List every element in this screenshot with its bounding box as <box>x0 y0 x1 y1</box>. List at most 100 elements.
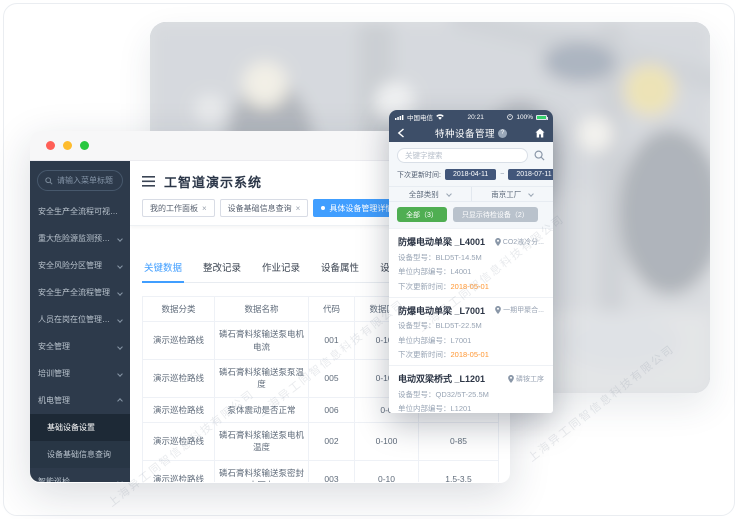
table-cell: 演示巡检路线 <box>142 358 215 398</box>
code-value: L1201 <box>450 404 472 413</box>
cell-signal-icon <box>395 115 404 120</box>
equipment-location: 一期甲聚合... <box>495 305 544 315</box>
sidebar-item[interactable]: 安全生产全流程可视化大屏 <box>30 198 130 225</box>
sidebar-item[interactable]: 安全管理 <box>30 333 130 360</box>
open-tab-label: 设备基础信息查询 <box>227 203 292 213</box>
status-time: 20:21 <box>467 113 484 121</box>
search-icon[interactable] <box>534 150 545 161</box>
chevron-down-icon <box>117 262 123 269</box>
open-tab-label: 我的工作面板 <box>150 203 198 213</box>
close-tab-icon[interactable]: × <box>202 203 207 213</box>
sidebar-item[interactable]: 重大危险源监测预警系统 <box>30 225 130 252</box>
sidebar-item-label: 安全生产全流程管理 <box>38 288 110 297</box>
home-icon[interactable] <box>535 128 545 138</box>
sidebar-search-placeholder: 请输入菜单标题 <box>57 176 113 185</box>
search-placeholder: 关键字搜索 <box>405 151 443 160</box>
dropdown-select[interactable]: 南京工厂 <box>472 187 554 201</box>
search-icon <box>45 176 53 185</box>
table-cell: 0-10 <box>354 459 419 482</box>
next-update-label: 下次更新时间: <box>397 171 441 179</box>
battery-percent: 100% <box>516 113 533 121</box>
sidebar-subitem[interactable]: 设备基础信息查询 <box>47 450 111 459</box>
app-title: 工智道演示系统 <box>164 175 263 190</box>
phone-status-right: 100% <box>507 113 548 121</box>
hamburger-menu-icon[interactable] <box>142 176 155 187</box>
model-label: 设备型号： <box>398 389 436 399</box>
equipment-list-item[interactable]: 防爆电动单梁 _L7001 一期甲聚合... 设备型号：BLD5T-22.5M 单位内… <box>389 296 553 366</box>
sidebar-item[interactable]: 安全风险分区管理 <box>30 252 130 279</box>
equipment-item-header: 防爆电动单梁 _L7001 一期甲聚合... <box>398 304 544 317</box>
dropdown-label: 全部类别 <box>408 189 439 199</box>
equipment-title: 防爆电动单梁 _L7001 <box>398 305 486 316</box>
table-cell: 001 <box>308 321 355 360</box>
back-arrow-icon[interactable] <box>397 128 405 138</box>
keyword-search-input[interactable]: 关键字搜索 <box>397 148 528 163</box>
model-label: 设备型号： <box>398 321 436 330</box>
code-label: 单位内部编号： <box>398 267 451 276</box>
next-update-value: 2018-05-01 <box>450 281 489 291</box>
filter-chip[interactable]: 全部（3） <box>397 207 447 222</box>
table-cell: 演示巡检路线 <box>142 459 215 482</box>
content-header: 工智道演示系统 <box>130 161 510 197</box>
sidebar-item[interactable]: 智能巡检 <box>30 468 130 482</box>
date-range-tilde: ~ <box>500 171 505 178</box>
wifi-icon <box>436 114 444 120</box>
equipment-title: 电动双梁桥式 _L1201 <box>398 374 486 384</box>
sidebar-subitem[interactable]: 基础设备设置 <box>30 414 130 441</box>
location-text: 磷铵工序 <box>516 375 544 383</box>
table-cell: 磷石膏料浆输送泵电机温度 <box>214 421 309 461</box>
phone-status-left: 中国电信 <box>395 112 444 122</box>
phone-title-wrap: 特种设备管理 ? <box>409 126 533 140</box>
sidebar-item[interactable]: 人员在岗在位管理系统 <box>30 306 130 333</box>
sidebar-submenu: 基础设备设置设备基础信息查询 <box>30 414 130 468</box>
table-cell: 0-100 <box>354 421 419 461</box>
table-row: 演示巡检路线磷石膏料浆输送泵密封水压力0030-101.5-3.5 <box>142 459 499 482</box>
table-cell: 磷石膏料浆输送泵泵温度 <box>214 358 309 398</box>
equipment-list: 防爆电动单梁 _L4001 CO2液冷分... 设备型号：BLD5T-14.5M 单位… <box>389 228 553 413</box>
detail-tab[interactable]: 关键数据 <box>142 260 185 283</box>
chevron-down-icon <box>117 343 123 350</box>
equipment-code-row: 单位内部编号：L7001 <box>398 335 544 346</box>
model-value: QD32/5T-25.5M <box>435 389 489 399</box>
sidebar-item[interactable]: 培训管理 <box>30 360 130 387</box>
table-cell: 005 <box>308 358 355 398</box>
close-traffic-light[interactable] <box>46 141 55 150</box>
dropdown-filter-row: 全部类别 南京工厂 <box>389 186 553 202</box>
open-tab-label: 具体设备管理详情 <box>329 203 394 213</box>
sidebar-menu-search-input[interactable]: 请输入菜单标题 <box>37 170 123 191</box>
equipment-item-header: 电动双梁桥式 _L1201 磷铵工序 <box>398 372 544 385</box>
chevron-down-icon <box>117 478 123 482</box>
location-text: CO2液冷分... <box>502 238 544 246</box>
equipment-list-item[interactable]: 电动双梁桥式 _L1201 磷铵工序 设备型号：QD32/5T-25.5M 单位内部编… <box>389 365 553 413</box>
chevron-down-icon <box>445 191 452 197</box>
help-badge-icon[interactable]: ? <box>498 128 507 138</box>
sidebar-item[interactable]: 安全生产全流程管理 <box>30 279 130 306</box>
phone-nav-bar: 特种设备管理 ? <box>389 124 553 142</box>
open-tab[interactable]: 我的工作面板 × <box>142 199 215 217</box>
sidebar-item-label: 安全风险分区管理 <box>38 261 102 270</box>
filter-chip[interactable]: 只显示待检设备（2） <box>452 207 538 222</box>
minimize-traffic-light[interactable] <box>63 141 72 150</box>
location-text: 一期甲聚合... <box>503 307 544 314</box>
table-body: 演示巡检路线磷石膏料浆输送泵电机电流0010-10022-58演示巡检路线磷石膏… <box>142 321 499 482</box>
equipment-model-row: 设备型号：BLD5T-22.5M <box>398 320 544 331</box>
equipment-list-item[interactable]: 防爆电动单梁 _L4001 CO2液冷分... 设备型号：BLD5T-14.5M 单位… <box>389 228 553 297</box>
sidebar-item[interactable]: 机电管理 <box>30 387 130 414</box>
dropdown-select[interactable]: 全部类别 <box>389 187 472 201</box>
date-from-button[interactable]: 2018-04-11 <box>444 169 497 180</box>
next-update-label: 下次更新时间： <box>398 281 451 291</box>
zoom-traffic-light[interactable] <box>80 141 89 150</box>
close-tab-icon[interactable]: × <box>295 203 301 213</box>
chevron-down-icon <box>117 235 123 242</box>
sidebar-item-label: 智能巡检 <box>38 477 70 482</box>
detail-tab[interactable]: 设备属性 <box>321 263 360 274</box>
open-tab[interactable]: 设备基础信息查询 × <box>219 199 309 217</box>
detail-tab[interactable]: 整改记录 <box>203 263 242 274</box>
date-to-button[interactable]: 2018-07-11 <box>508 169 553 180</box>
next-update-filter-row: 下次更新时间: 2018-04-11 ~ 2018-07-11 <box>389 166 553 186</box>
filter-chips-row: 全部（3） 只显示待检设备（2） <box>389 202 553 228</box>
detail-tab[interactable]: 作业记录 <box>262 263 301 274</box>
open-tab[interactable]: 具体设备管理详情× <box>313 199 411 217</box>
chevron-up-icon <box>117 397 123 404</box>
